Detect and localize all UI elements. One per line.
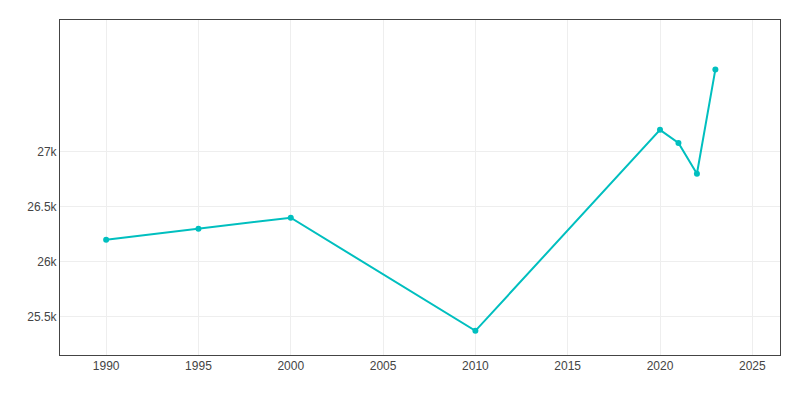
svg-text:2010: 2010 — [462, 359, 489, 373]
svg-text:25.5k: 25.5k — [27, 310, 57, 324]
svg-text:26.5k: 26.5k — [27, 200, 57, 214]
svg-text:1995: 1995 — [185, 359, 212, 373]
svg-text:2005: 2005 — [370, 359, 397, 373]
svg-text:2000: 2000 — [277, 359, 304, 373]
svg-text:2020: 2020 — [647, 359, 674, 373]
svg-text:2025: 2025 — [739, 359, 766, 373]
svg-text:27k: 27k — [37, 145, 57, 159]
svg-text:26k: 26k — [37, 255, 57, 269]
svg-text:2015: 2015 — [554, 359, 581, 373]
svg-text:1990: 1990 — [93, 359, 120, 373]
